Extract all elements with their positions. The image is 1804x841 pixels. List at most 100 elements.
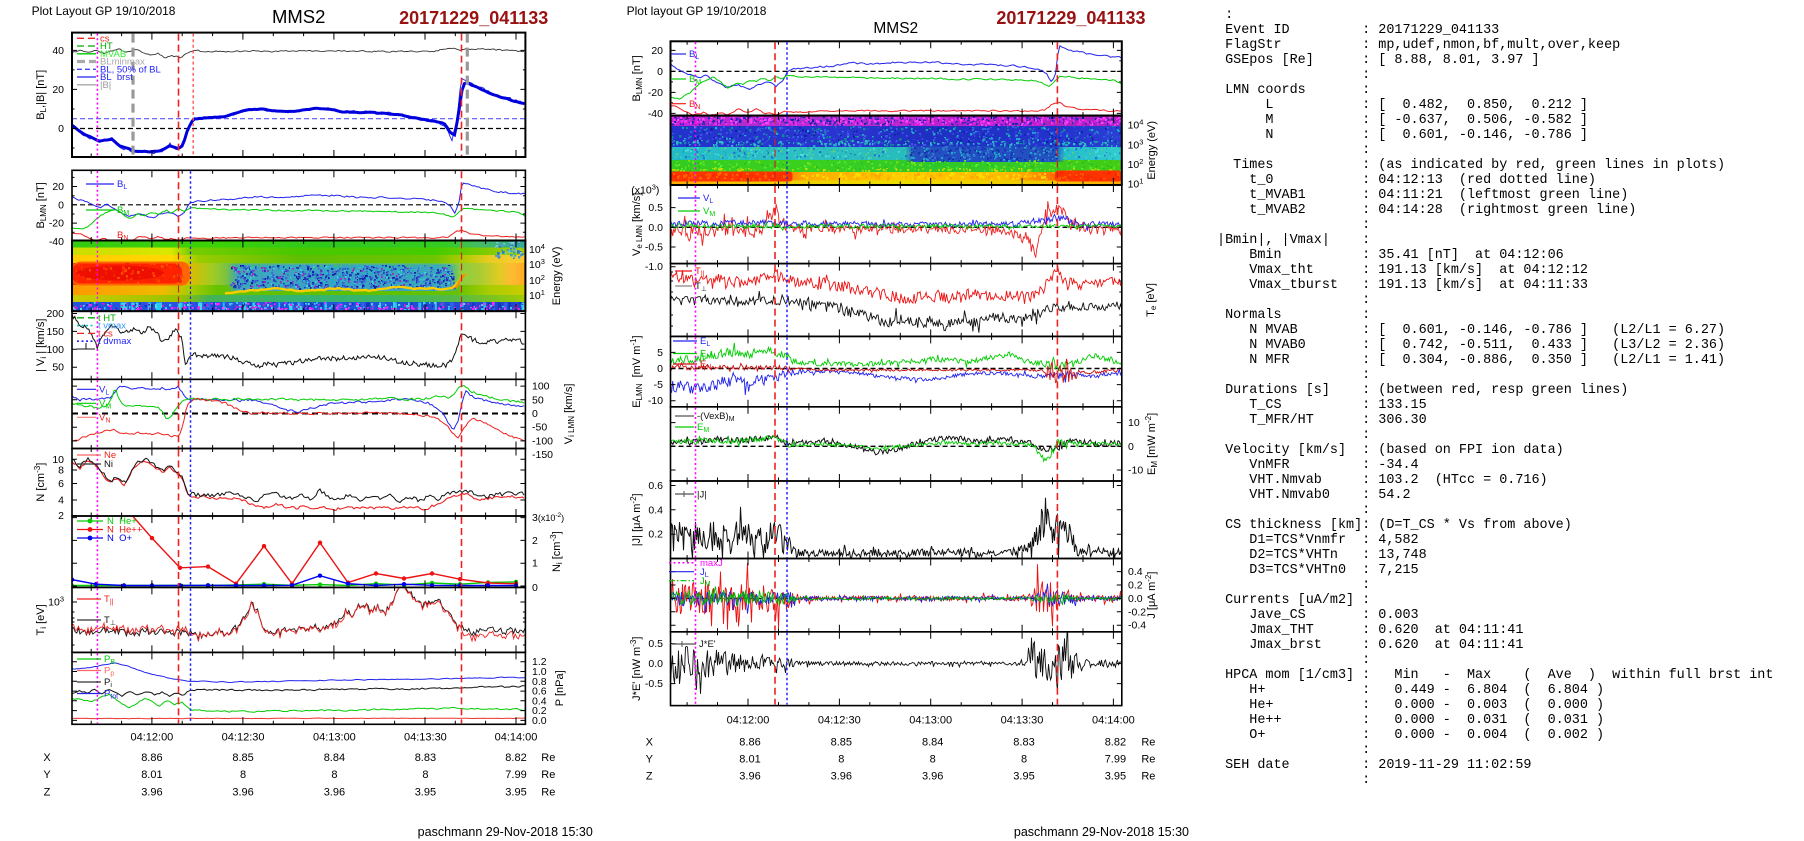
svg-text:3.95: 3.95 [415, 787, 436, 799]
svg-text:8.85: 8.85 [831, 736, 852, 748]
svg-text:Ve LMN [km/s]: Ve LMN [km/s] [631, 193, 644, 256]
svg-text:Re: Re [541, 769, 555, 781]
svg-text:101: 101 [529, 288, 545, 302]
svg-text:8: 8 [422, 769, 428, 781]
svg-text:04:13:30: 04:13:30 [404, 732, 447, 744]
svg-text:0: 0 [58, 123, 64, 135]
svg-text:20: 20 [52, 181, 64, 193]
svg-text:EM [mW m-2]: EM [mW m-2] [1144, 413, 1159, 475]
svg-text:3.96: 3.96 [739, 770, 760, 782]
svg-text:P [nPa]: P [nPa] [554, 670, 566, 706]
svg-text:8: 8 [838, 753, 844, 765]
svg-text:04:12:30: 04:12:30 [222, 732, 265, 744]
svg-text:8.86: 8.86 [739, 736, 760, 748]
svg-text:Re: Re [1141, 753, 1155, 765]
svg-text:cs: cs [100, 33, 110, 44]
svg-text:0.2: 0.2 [1128, 580, 1143, 592]
svg-text:2: 2 [532, 535, 538, 547]
svg-text:J*E' [nW m-3]: J*E' [nW m-3] [629, 637, 643, 701]
svg-text:7.99: 7.99 [1105, 753, 1126, 765]
svg-text:t vmax: t vmax [98, 321, 126, 332]
svg-text:BN: BN [117, 230, 128, 242]
svg-text:150: 150 [46, 326, 64, 338]
svg-text:MMS2: MMS2 [272, 6, 325, 27]
svg-text:04:12:00: 04:12:00 [130, 732, 173, 744]
svg-text:8.84: 8.84 [922, 736, 943, 748]
svg-text:7.99: 7.99 [505, 769, 526, 781]
svg-text:0.4: 0.4 [532, 695, 547, 707]
svg-text:50: 50 [52, 362, 64, 374]
svg-text:Re: Re [541, 787, 555, 799]
svg-text:8: 8 [240, 769, 246, 781]
svg-text:paschmann 29-Nov-2018 15:30: paschmann 29-Nov-2018 15:30 [418, 825, 593, 839]
svg-text:0.5: 0.5 [648, 638, 663, 650]
svg-text:Te [eV]: Te [eV] [1145, 283, 1158, 317]
svg-text:-0.5: -0.5 [645, 242, 663, 254]
svg-text:-50: -50 [532, 422, 547, 434]
svg-text:-(VexB)M: -(VexB)M [697, 411, 735, 423]
svg-text:0.2: 0.2 [648, 529, 663, 541]
svg-text:4: 4 [58, 495, 64, 507]
svg-text:04:14:00: 04:14:00 [1092, 715, 1135, 727]
svg-text:VN: VN [99, 413, 110, 425]
svg-text:BL, 50% of BL: BL, 50% of BL [100, 64, 161, 75]
svg-text:T||: T|| [104, 594, 114, 606]
svg-text:3(x10-2): 3(x10-2) [532, 512, 564, 524]
svg-text:3.95: 3.95 [1013, 770, 1034, 782]
svg-text:0.0: 0.0 [532, 715, 547, 727]
svg-text:|B|: |B| [100, 80, 111, 91]
svg-text:N He++: N He++ [107, 525, 143, 536]
svg-text:ELMN [mV m-1]: ELMN [mV m-1] [629, 335, 644, 407]
svg-text:8.86: 8.86 [141, 752, 162, 764]
svg-text:04:12:00: 04:12:00 [727, 715, 770, 727]
svg-text:t HT: t HT [98, 313, 116, 324]
svg-text:20: 20 [651, 45, 663, 57]
svg-text:2: 2 [58, 510, 64, 522]
svg-text:BLMN [nT]: BLMN [nT] [631, 55, 644, 101]
svg-text:8.01: 8.01 [141, 769, 162, 781]
svg-text:40: 40 [52, 45, 64, 57]
svg-text:N O+: N O+ [107, 533, 133, 544]
svg-text:8: 8 [331, 769, 337, 781]
svg-text:paschmann 29-Nov-2018 15:30: paschmann 29-Nov-2018 15:30 [1014, 825, 1189, 839]
svg-text:0: 0 [532, 408, 538, 420]
svg-text:-20: -20 [49, 218, 64, 230]
svg-text:PB: PB [104, 654, 115, 666]
svg-text:-10: -10 [648, 395, 663, 407]
svg-text:J*E': J*E' [699, 639, 716, 650]
svg-text:Energy (eV): Energy (eV) [1146, 121, 1158, 180]
svg-text:6: 6 [58, 478, 64, 490]
svg-text:Vi LMN [km/s]: Vi LMN [km/s] [563, 384, 576, 445]
svg-text:20: 20 [52, 84, 64, 96]
svg-text:MVAB: MVAB [100, 49, 126, 60]
svg-text:T⊥: T⊥ [695, 281, 707, 293]
svg-text:8.82: 8.82 [505, 752, 526, 764]
svg-text:VL: VL [99, 385, 109, 397]
svg-text:3.96: 3.96 [831, 770, 852, 782]
svg-text:JM: JM [700, 576, 711, 588]
svg-text:8.83: 8.83 [1013, 736, 1034, 748]
svg-text:0.8: 0.8 [532, 676, 547, 688]
svg-text:J [μA m-2]: J [μA m-2] [1144, 572, 1158, 619]
svg-text:0.4: 0.4 [1128, 566, 1143, 578]
svg-text:8.84: 8.84 [324, 752, 345, 764]
svg-text:Pp: Pp [104, 666, 114, 678]
svg-text:-0.4: -0.4 [1128, 620, 1146, 632]
svg-text:0.6: 0.6 [648, 480, 663, 492]
svg-text:102: 102 [529, 273, 545, 287]
svg-text:0: 0 [532, 582, 538, 594]
svg-text:104: 104 [1128, 118, 1144, 132]
svg-text:-40: -40 [648, 108, 663, 120]
svg-text:BLminmax: BLminmax [100, 57, 145, 68]
svg-text:04:12:30: 04:12:30 [818, 715, 861, 727]
svg-text:EN: EN [700, 359, 711, 371]
svg-text:-1.0: -1.0 [645, 261, 663, 273]
svg-text:04:13:00: 04:13:00 [909, 715, 952, 727]
svg-text:T||: T|| [695, 266, 705, 278]
svg-text:EL: EL [700, 336, 710, 348]
svg-text:104: 104 [529, 242, 545, 256]
svg-text:20171229_041133: 20171229_041133 [399, 8, 548, 28]
svg-text:3.96: 3.96 [232, 787, 253, 799]
svg-text:102: 102 [1128, 157, 1144, 171]
svg-text:Z: Z [44, 787, 51, 799]
